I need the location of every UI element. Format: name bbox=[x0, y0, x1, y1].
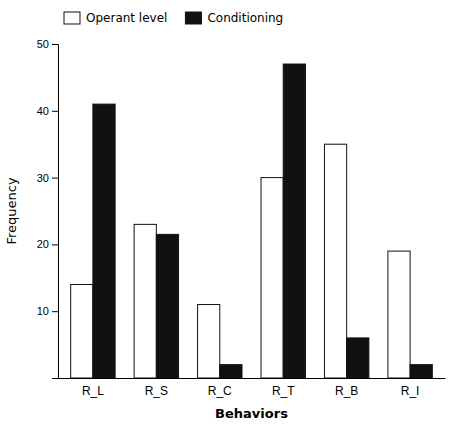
y-tick-mark bbox=[52, 311, 58, 312]
y-tick-label: 10 bbox=[37, 305, 49, 317]
x-tick-label: R_S bbox=[145, 384, 168, 398]
y-tick-label: 50 bbox=[37, 38, 49, 50]
x-axis: R_L R_S R_C R_T R_B R_I bbox=[59, 378, 446, 398]
x-tick: R_C bbox=[208, 378, 232, 398]
y-tick: 10 bbox=[37, 305, 58, 317]
y-axis-title: Frequency bbox=[4, 177, 19, 244]
y-tick: 20 bbox=[37, 238, 58, 250]
x-tick-label: R_I bbox=[401, 384, 420, 398]
legend-label: Conditioning bbox=[207, 11, 283, 25]
y-axis: 10 20 30 40 50 bbox=[37, 38, 59, 378]
legend-swatch bbox=[64, 12, 80, 24]
bar bbox=[347, 338, 369, 378]
x-axis-line bbox=[59, 378, 446, 379]
bar bbox=[156, 234, 178, 378]
bar bbox=[93, 104, 115, 378]
bar bbox=[388, 251, 410, 378]
x-tick: R_I bbox=[401, 378, 420, 398]
x-axis-title: Behaviors bbox=[215, 406, 288, 421]
bar bbox=[71, 284, 93, 378]
bar-series bbox=[93, 64, 432, 378]
y-tick-label: 40 bbox=[37, 105, 49, 117]
x-tick: R_L bbox=[82, 378, 104, 398]
x-tick: R_B bbox=[335, 378, 358, 398]
x-tick-label: R_T bbox=[272, 384, 295, 398]
bar bbox=[410, 365, 432, 378]
y-tick: 50 bbox=[37, 38, 58, 50]
y-tick-mark bbox=[52, 44, 58, 45]
bar bbox=[134, 224, 156, 378]
chart-svg: 10 20 30 40 50 R_L R_S R_C R_T R_B R_I Behaviors Fre… bbox=[0, 0, 461, 430]
bar bbox=[283, 64, 305, 378]
y-tick-label: 20 bbox=[37, 238, 49, 250]
bars bbox=[71, 64, 433, 378]
legend-label: Operant level bbox=[86, 11, 167, 25]
bar-series bbox=[71, 144, 410, 378]
y-tick-mark bbox=[52, 111, 58, 112]
y-tick-mark bbox=[52, 178, 58, 179]
y-tick: 30 bbox=[37, 172, 58, 184]
bar bbox=[324, 144, 346, 378]
plot-area: 10 20 30 40 50 R_L R_S R_C R_T R_B R_I bbox=[37, 38, 446, 398]
y-tick: 40 bbox=[37, 105, 58, 117]
bar bbox=[261, 178, 283, 378]
x-tick: R_T bbox=[272, 378, 295, 398]
y-axis-line bbox=[52, 45, 59, 379]
legend-swatch bbox=[185, 12, 201, 24]
bar bbox=[198, 305, 220, 378]
x-tick-label: R_L bbox=[82, 384, 104, 398]
y-tick-label: 30 bbox=[37, 172, 49, 184]
legend-item: Conditioning bbox=[185, 11, 283, 25]
bar bbox=[220, 365, 242, 378]
chart-container: 10 20 30 40 50 R_L R_S R_C R_T R_B R_I Behaviors Fre… bbox=[0, 0, 461, 430]
x-tick-label: R_B bbox=[335, 384, 358, 398]
x-tick: R_S bbox=[145, 378, 168, 398]
x-tick-label: R_C bbox=[208, 384, 232, 398]
legend: Operant level Conditioning bbox=[64, 11, 283, 25]
legend-item: Operant level bbox=[64, 11, 167, 25]
y-tick-mark bbox=[52, 244, 58, 245]
